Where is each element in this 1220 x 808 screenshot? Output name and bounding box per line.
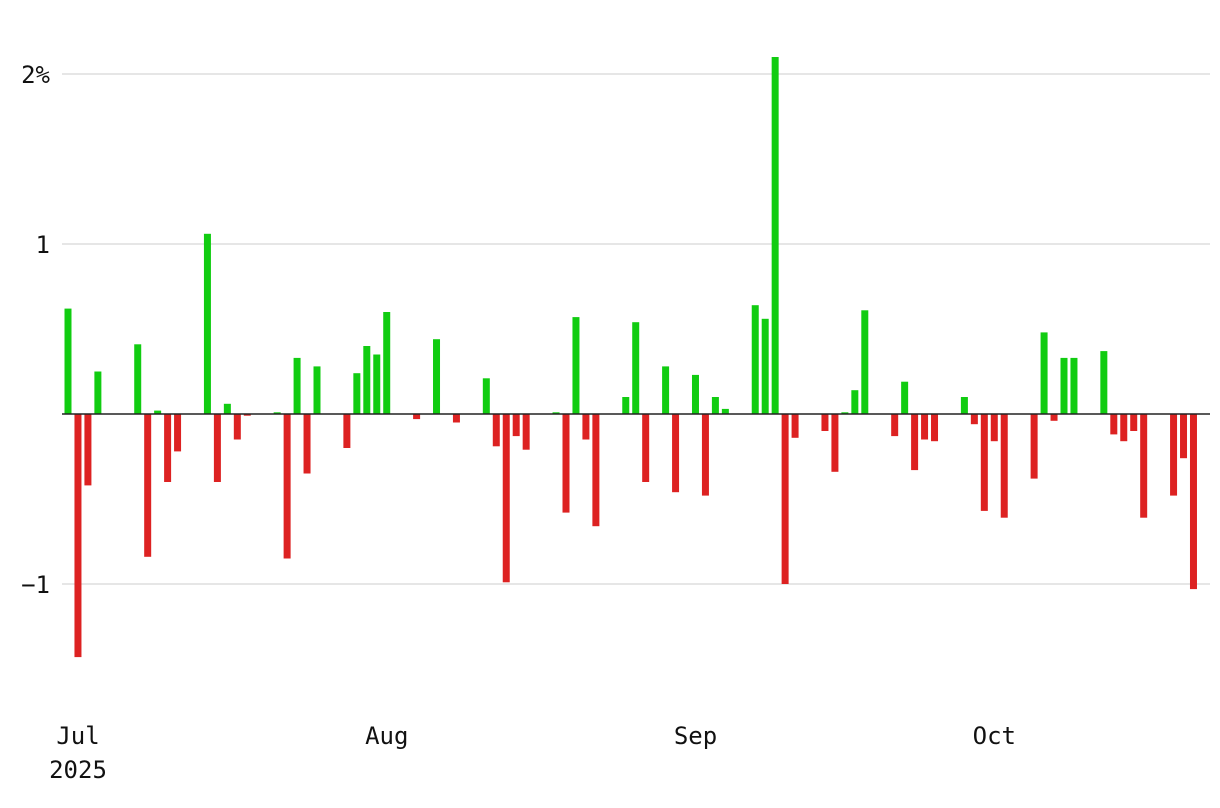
bar-positive <box>751 305 759 414</box>
bar-negative <box>891 414 899 437</box>
x-axis-tick-labels: Jul 2025 Aug Sep Oct <box>49 722 1016 784</box>
bar-negative <box>413 414 421 420</box>
bar-positive <box>901 381 909 414</box>
bar-positive <box>691 374 699 414</box>
x-tick-label: Sep <box>674 722 717 750</box>
bar-negative <box>1030 414 1038 479</box>
bar-positive <box>761 318 769 414</box>
bar-positive <box>771 57 779 414</box>
bar-negative <box>492 414 500 447</box>
gridlines <box>62 73 1210 585</box>
bar-negative <box>791 414 799 438</box>
x-tick-label: Aug <box>365 722 408 750</box>
y-tick-label: −1 <box>21 571 50 599</box>
bar-positive <box>363 346 371 414</box>
x-tick-label: Oct <box>973 722 1016 750</box>
x-tick-year-label: 2025 <box>49 756 107 784</box>
bar-positive <box>94 371 102 414</box>
bar-positive <box>861 310 869 414</box>
bar-negative <box>970 414 978 425</box>
bar-positive <box>851 390 859 414</box>
bar-negative <box>592 414 600 527</box>
bar-negative <box>174 414 182 452</box>
bar-negative <box>931 414 939 442</box>
bar-negative <box>303 414 311 474</box>
bar-negative <box>582 414 590 440</box>
bar-negative <box>1120 414 1128 442</box>
bar-positive <box>203 233 211 414</box>
y-tick-label: 2% <box>21 61 50 89</box>
bar-negative <box>144 414 152 557</box>
bar-positive <box>721 408 729 414</box>
bar-negative <box>1050 414 1058 421</box>
y-axis-tick-labels: 2% 1 −1 <box>21 61 50 599</box>
bar-positive <box>273 412 281 414</box>
bar-negative <box>522 414 530 450</box>
bar-positive <box>154 410 162 414</box>
bar-positive <box>64 308 72 414</box>
bar-negative <box>283 414 291 559</box>
bar-positive <box>572 317 580 414</box>
bar-negative <box>911 414 919 471</box>
bar-positive <box>1060 357 1068 414</box>
bar-negative <box>502 414 510 583</box>
bar-negative <box>1000 414 1008 518</box>
bar-positive <box>960 397 968 414</box>
y-tick-label: 1 <box>36 231 50 259</box>
bar-negative <box>1140 414 1148 518</box>
bar-positive <box>383 312 391 414</box>
bar-positive <box>1070 357 1078 414</box>
bar-positive <box>622 397 630 414</box>
bar-negative <box>1130 414 1138 431</box>
bar-negative <box>213 414 221 482</box>
bar-positive <box>223 403 231 414</box>
bar-positive <box>662 366 670 414</box>
bar-negative <box>512 414 520 437</box>
bar-negative <box>1189 414 1197 590</box>
bar-negative <box>1170 414 1178 496</box>
bar-negative <box>980 414 988 511</box>
bar-negative <box>701 414 709 496</box>
bar-negative <box>343 414 351 448</box>
bar-negative <box>1110 414 1118 435</box>
bar-negative <box>831 414 839 472</box>
bar-negative <box>562 414 570 513</box>
bar-positive <box>841 412 849 414</box>
x-tick-label: Jul <box>56 722 99 750</box>
bar-positive <box>353 373 361 414</box>
bar-positive <box>293 357 301 414</box>
bar-negative <box>164 414 172 482</box>
bar-negative <box>233 414 241 440</box>
bar-negative <box>84 414 92 486</box>
bar-positive <box>373 354 381 414</box>
bar-positive <box>711 397 719 414</box>
bar-positive <box>552 412 560 414</box>
bar-positive <box>1100 351 1108 414</box>
bar-negative <box>452 414 460 423</box>
bar-negative <box>243 414 251 416</box>
bar-positive <box>1040 332 1048 414</box>
bar-positive <box>433 339 441 414</box>
bar-negative <box>781 414 789 584</box>
bar-positive <box>134 344 142 414</box>
bar-negative <box>821 414 829 431</box>
bar-negative <box>672 414 680 493</box>
bars <box>64 57 1197 658</box>
bar-negative <box>921 414 929 440</box>
bar-positive <box>632 322 640 414</box>
bar-positive <box>482 378 490 414</box>
bar-negative <box>74 414 82 658</box>
bar-negative <box>1180 414 1188 459</box>
bar-negative <box>990 414 998 442</box>
bar-negative <box>642 414 650 482</box>
bar-positive <box>313 366 321 414</box>
